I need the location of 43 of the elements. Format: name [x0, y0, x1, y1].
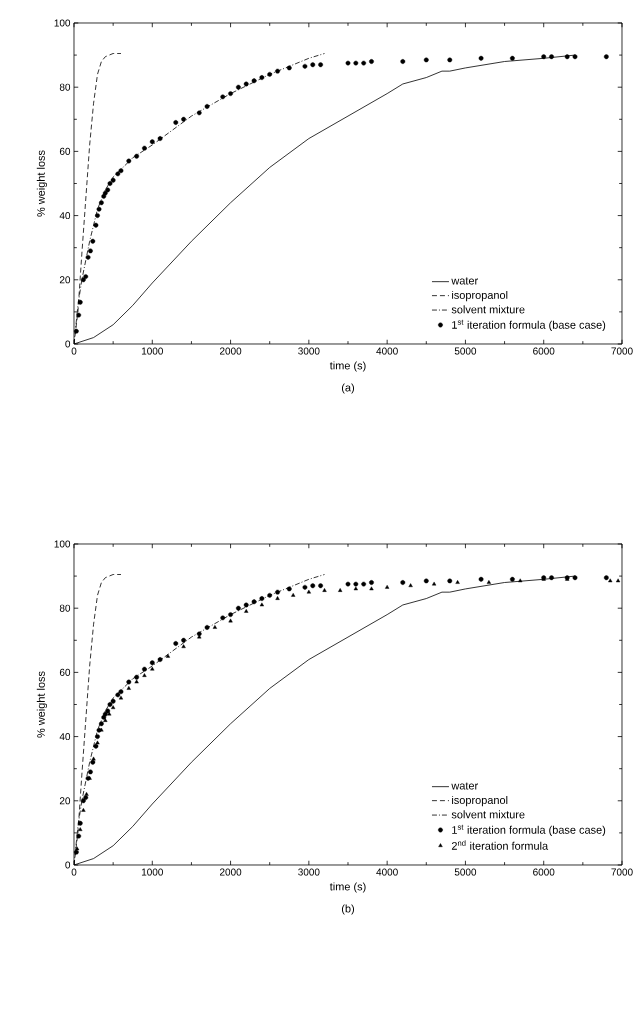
- y-tick-label: 0: [65, 340, 71, 348]
- legend-label: water: [451, 782, 478, 790]
- x-tick-label: 6000: [533, 347, 555, 355]
- legend-label: 1$^{st}$ iteration formula (base case): [452, 319, 606, 331]
- y-axis-title: % weight loss: [36, 671, 48, 738]
- x-tick-label: 1000: [141, 868, 163, 876]
- legend-label: solvent mixture: [451, 810, 525, 819]
- legend-label: water: [451, 277, 478, 285]
- x-tick-label: 0: [71, 868, 77, 876]
- x-axis-title: time (s): [329, 361, 366, 372]
- x-axis-title: time (s): [329, 882, 366, 893]
- x-tick-label: 2000: [219, 347, 242, 355]
- y-tick-label: 20: [59, 276, 71, 284]
- x-tick-label: 7000: [611, 347, 633, 355]
- y-tick-label: 60: [59, 668, 71, 676]
- y-tick-label: 80: [59, 604, 71, 612]
- legend-label: 1$^{st}$ iteration formula (base case): [452, 824, 606, 836]
- y-tick-label: 0: [65, 861, 71, 869]
- text: (a): [341, 383, 355, 394]
- y-tick-label: 80: [59, 83, 71, 91]
- x-tick-label: 5000: [454, 347, 477, 355]
- x-tick-label: 6000: [533, 868, 555, 876]
- y-tick-label: 100: [54, 540, 71, 548]
- x-tick-label: 3000: [298, 347, 320, 355]
- x-tick-label: 4000: [376, 868, 398, 876]
- y-tick-label: 40: [59, 733, 71, 741]
- y-tick-label: 40: [59, 212, 71, 220]
- x-tick-label: 7000: [611, 868, 633, 876]
- x-tick-label: 1000: [141, 347, 163, 355]
- legend-label: solvent mixture: [451, 305, 525, 314]
- text: (b): [341, 904, 355, 915]
- legend-label: 2$^{nd}$ iteration formula: [451, 840, 549, 850]
- x-tick-label: 0: [71, 347, 77, 355]
- legend-label: isopropanol: [452, 795, 508, 807]
- x-tick-label: 2000: [219, 868, 242, 876]
- x-tick-label: 4000: [376, 347, 398, 355]
- legend-label: isopropanol: [452, 290, 508, 302]
- x-tick-label: 5000: [454, 868, 477, 876]
- y-tick-label: 60: [59, 147, 71, 155]
- y-axis-title: % weight loss: [36, 150, 48, 217]
- x-tick-label: 3000: [298, 868, 320, 876]
- y-tick-label: 20: [59, 797, 71, 805]
- y-tick-label: 100: [54, 19, 71, 27]
